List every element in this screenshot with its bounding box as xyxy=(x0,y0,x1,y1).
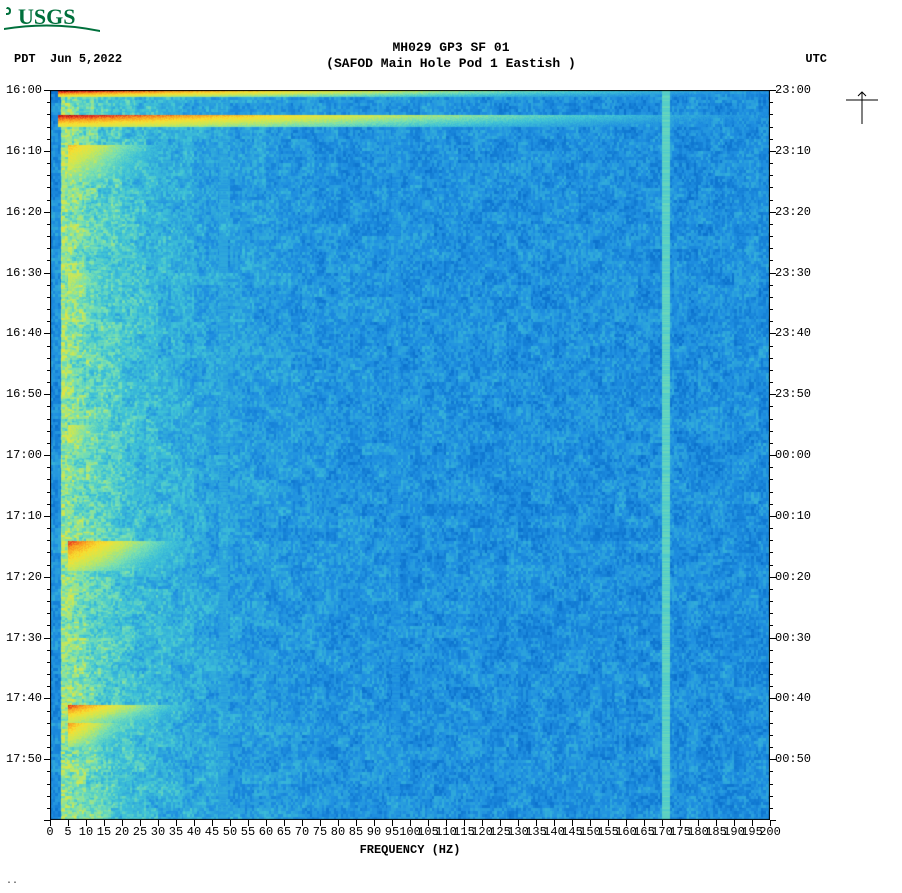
y-right-tick: 00:50 xyxy=(775,752,823,766)
y-left-tick: 16:10 xyxy=(0,144,42,158)
x-tick: 25 xyxy=(133,825,147,839)
page: USGS MH029 GP3 SF 01 (SAFOD Main Hole Po… xyxy=(0,0,902,893)
left-timezone-label: PDT Jun 5,2022 xyxy=(14,52,122,66)
x-axis-title: FREQUENCY (HZ) xyxy=(50,843,770,857)
y-right-tick: 00:10 xyxy=(775,509,823,523)
x-axis-labels: 0510152025303540455055606570758085909510… xyxy=(50,825,770,845)
y-left-tick: 17:10 xyxy=(0,509,42,523)
y-right-tick: 23:40 xyxy=(775,326,823,340)
x-tick: 0 xyxy=(46,825,53,839)
y-left-tick: 17:40 xyxy=(0,691,42,705)
y-left-tick: 16:00 xyxy=(0,83,42,97)
y-left-tick: 17:00 xyxy=(0,448,42,462)
y-right-tick: 23:10 xyxy=(775,144,823,158)
x-tick: 65 xyxy=(277,825,291,839)
chart-title: MH029 GP3 SF 01 (SAFOD Main Hole Pod 1 E… xyxy=(0,40,902,71)
x-tick: 5 xyxy=(64,825,71,839)
x-tick: 35 xyxy=(169,825,183,839)
usgs-logo: USGS xyxy=(4,4,100,36)
x-tick: 15 xyxy=(97,825,111,839)
x-tick: 50 xyxy=(223,825,237,839)
x-tick: 70 xyxy=(295,825,309,839)
y-right-tick: 23:00 xyxy=(775,83,823,97)
x-tick: 75 xyxy=(313,825,327,839)
y-left-tick: 17:20 xyxy=(0,570,42,584)
y-right-tick: 23:30 xyxy=(775,266,823,280)
y-left-tick: 16:30 xyxy=(0,266,42,280)
x-tick: 20 xyxy=(115,825,129,839)
y-right-tick: 00:20 xyxy=(775,570,823,584)
x-tick: 55 xyxy=(241,825,255,839)
x-tick: 90 xyxy=(367,825,381,839)
y-axis-right-labels: 23:0023:1023:2023:3023:4023:5000:0000:10… xyxy=(775,90,823,820)
x-tick: 10 xyxy=(79,825,93,839)
tz-left-text: PDT xyxy=(14,52,36,66)
y-axis-left-labels: 16:0016:1016:2016:3016:4016:5017:0017:10… xyxy=(0,90,48,820)
y-left-tick: 16:50 xyxy=(0,387,42,401)
spectrogram-plot xyxy=(50,90,770,820)
y-right-tick: 23:50 xyxy=(775,387,823,401)
y-right-tick: 23:20 xyxy=(775,205,823,219)
y-left-tick: 16:20 xyxy=(0,205,42,219)
x-tick: 60 xyxy=(259,825,273,839)
right-timezone-label: UTC xyxy=(805,52,827,66)
x-tick: 80 xyxy=(331,825,345,839)
x-tick: 40 xyxy=(187,825,201,839)
compass-icon xyxy=(844,90,880,126)
x-tick: 200 xyxy=(759,825,781,839)
footnote-mark: .. xyxy=(6,876,18,887)
title-line-1: MH029 GP3 SF 01 xyxy=(392,40,509,55)
y-right-tick: 00:00 xyxy=(775,448,823,462)
x-tick: 95 xyxy=(385,825,399,839)
x-tick: 85 xyxy=(349,825,363,839)
y-right-tick: 00:30 xyxy=(775,631,823,645)
y-right-tick: 00:40 xyxy=(775,691,823,705)
title-line-2: (SAFOD Main Hole Pod 1 Eastish ) xyxy=(326,56,576,71)
x-tick: 45 xyxy=(205,825,219,839)
x-tick: 30 xyxy=(151,825,165,839)
y-left-tick: 16:40 xyxy=(0,326,42,340)
y-left-tick: 17:50 xyxy=(0,752,42,766)
y-left-tick: 17:30 xyxy=(0,631,42,645)
date-text: Jun 5,2022 xyxy=(50,52,122,66)
